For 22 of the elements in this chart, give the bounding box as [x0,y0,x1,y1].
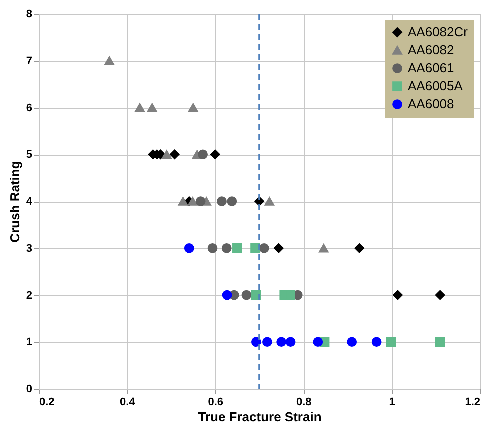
y-tick-label: 2 [26,290,32,302]
x-tick-label: 0.8 [296,396,312,408]
legend-label: AA6061 [408,60,454,76]
y-axis-title: Crush Rating [7,161,22,243]
x-tick-label: 0.2 [40,396,55,408]
x-tick-label: 0.6 [208,396,224,408]
y-tick-label: 3 [26,242,32,255]
y-tick-label: 7 [26,55,32,68]
x-tick-label: 0.4 [120,396,136,408]
legend-label: AA6005A [408,78,464,94]
x-axis-title: True Fracture Strain [198,410,322,424]
x-tick-label: 1 [389,396,396,408]
legend-label: AA6082 [408,42,454,58]
y-tick-label: 0 [26,384,32,396]
x-tick-label: 1.2 [465,396,480,408]
y-tick-label: 8 [26,8,32,20]
y-tick-label: 6 [26,102,32,114]
y-tick-label: 5 [26,149,32,162]
y-tick-label: 1 [26,336,32,349]
legend-label: AA6008 [408,96,454,112]
legend-label: AA6082Cr [408,24,469,40]
y-tick-label: 4 [26,196,34,208]
